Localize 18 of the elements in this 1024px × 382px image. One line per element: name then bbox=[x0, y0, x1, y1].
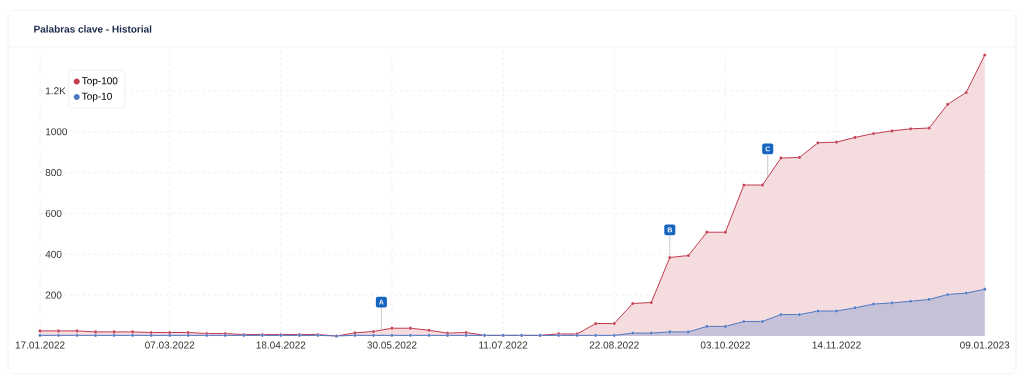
legend-label: Top-10 bbox=[81, 92, 112, 102]
x-tick-label: 09.01.2023 bbox=[960, 341, 1010, 349]
y-tick-label: 800 bbox=[45, 169, 62, 177]
y-tick-label: 600 bbox=[45, 209, 62, 217]
x-tick-label: 17.01.2022 bbox=[15, 341, 65, 349]
x-tick-label: 22.08.2022 bbox=[589, 341, 639, 349]
x-tick-label: 18.04.2022 bbox=[256, 341, 306, 349]
y-tick-label: 200 bbox=[45, 291, 62, 299]
x-tick-label: 07.03.2022 bbox=[145, 341, 195, 349]
x-tick-label: 03.10.2022 bbox=[700, 341, 750, 349]
y-tick-label: 400 bbox=[45, 250, 62, 258]
x-tick-label: 11.07.2022 bbox=[479, 341, 528, 349]
chart-title: Palabras clave - Historial bbox=[34, 25, 152, 33]
legend-label: Top-100 bbox=[81, 77, 118, 87]
x-tick-label: 30.05.2022 bbox=[367, 341, 417, 349]
x-tick-label: 14.11.2022 bbox=[812, 341, 861, 349]
y-tick-label: 1000 bbox=[45, 128, 68, 136]
y-tick-label: 1.2K bbox=[45, 87, 66, 95]
